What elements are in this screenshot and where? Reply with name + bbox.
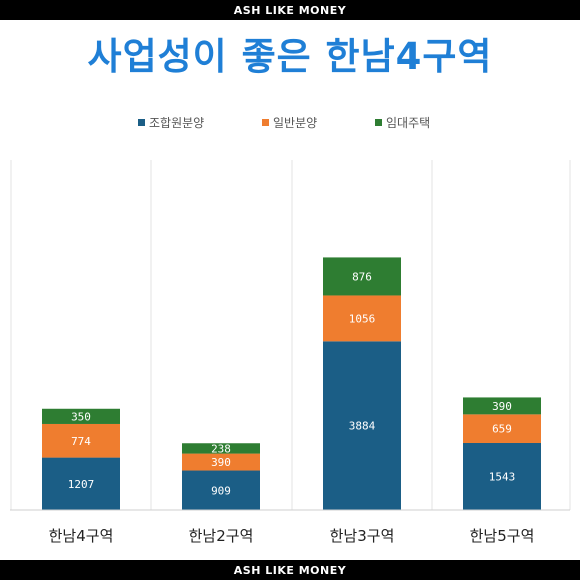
bar-segment-2-2 [182, 453, 260, 471]
bar-segment-1-2 [42, 423, 120, 458]
bar-segment-4-2 [463, 414, 541, 443]
data-label-4-1: 1543 [489, 470, 516, 483]
bar-segment-4-1 [463, 442, 541, 510]
bar-segment-3-3 [323, 257, 401, 296]
page-title: 사업성이 좋은 한남4구역 [87, 35, 493, 78]
bottom-brand-banner: ASH LIKE MONEY [0, 560, 580, 580]
category-label-4: 한남5구역 [470, 527, 535, 545]
legend-swatch-3 [375, 119, 382, 126]
data-label-2-1: 909 [211, 484, 231, 497]
legend-swatch-1 [138, 119, 145, 126]
data-label-4-3: 390 [492, 400, 512, 413]
category-separators [10, 160, 571, 510]
bar-segment-3-2 [323, 295, 401, 342]
legend-label-2: 일반분양 [273, 116, 317, 130]
chart-legend: 조합원분양 일반분양 임대주택 [138, 116, 430, 130]
legend-label-3: 임대주택 [386, 116, 430, 130]
bar-segment-1-3 [42, 408, 120, 424]
bar-segment-1-1 [42, 457, 120, 510]
bar-segment-4-3 [463, 397, 541, 415]
data-label-1-2: 774 [71, 435, 91, 448]
category-label-3: 한남3구역 [330, 527, 395, 545]
category-label-1: 한남4구역 [49, 527, 114, 545]
bar-segment-2-3 [182, 443, 260, 454]
data-label-3-1: 3884 [349, 420, 376, 433]
bar-segment-3-1 [323, 341, 401, 510]
data-label-2-2: 390 [211, 456, 231, 469]
data-label-2-3: 238 [211, 442, 231, 455]
bar-segment-2-1 [182, 470, 260, 510]
data-label-3-3: 876 [352, 270, 372, 283]
legend-swatch-2 [262, 119, 269, 126]
legend-label-1: 조합원분양 [149, 116, 204, 130]
category-label-2: 한남2구역 [189, 527, 254, 545]
category-labels: 한남4구역 한남2구역 한남3구역 한남5구역 [49, 527, 535, 545]
data-label-3-2: 1056 [349, 312, 376, 325]
data-label-1-1: 1207 [68, 478, 95, 491]
data-label-4-2: 659 [492, 423, 512, 436]
data-label-1-3: 350 [71, 410, 91, 423]
top-brand-banner: ASH LIKE MONEY [0, 0, 580, 20]
